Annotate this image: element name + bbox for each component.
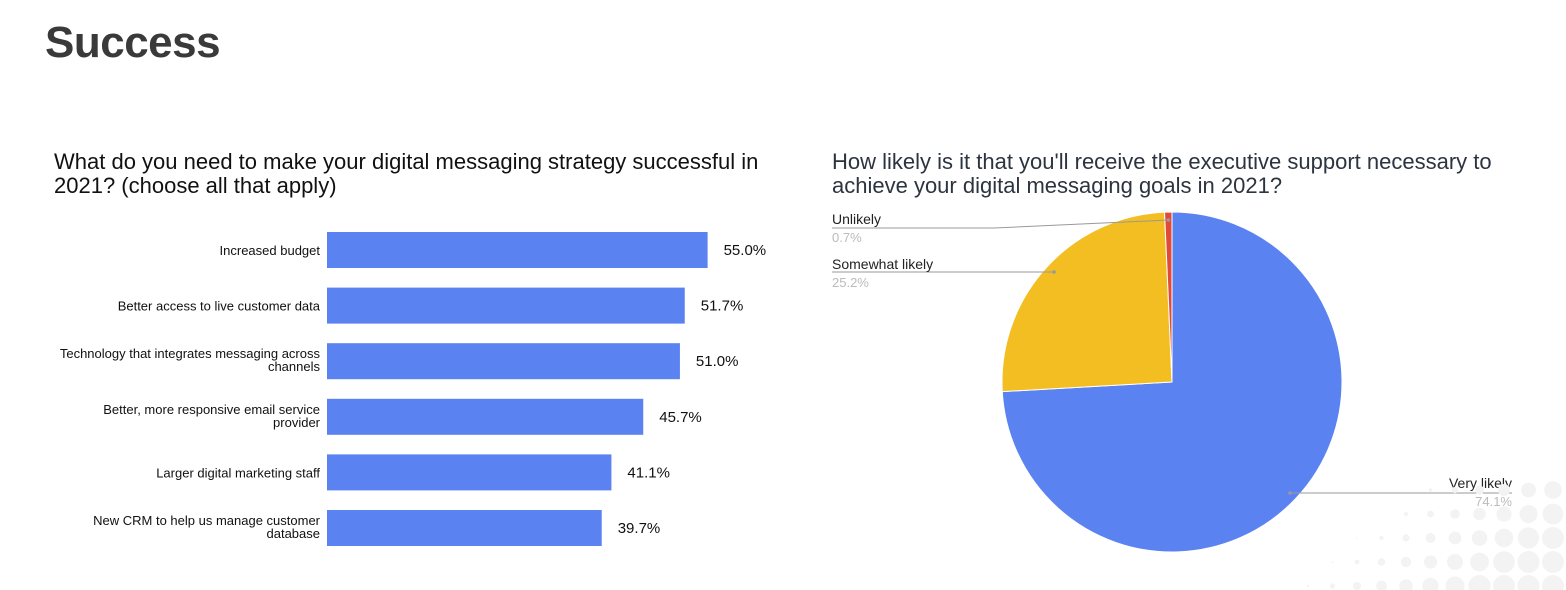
pattern-dot <box>1542 527 1564 549</box>
slice-label: Unlikely <box>832 211 881 227</box>
value-label: 41.1% <box>627 464 670 481</box>
pie-chart-title: How likely is it that you'll receive the… <box>832 149 1492 198</box>
slice-label: Very likely <box>1449 475 1512 491</box>
pattern-dot <box>1470 552 1489 572</box>
value-label: 51.0% <box>696 353 739 370</box>
pattern-dot <box>1447 554 1463 570</box>
pie-chart: Very likely 74.1% Somewhat likely 25.2% Unli… <box>832 211 1512 553</box>
bar-group: Increased budget 55.0% <box>220 232 767 268</box>
slice-value-label: 74.1% <box>1475 494 1512 509</box>
bar <box>327 454 612 491</box>
pie-slice <box>1164 211 1173 383</box>
pattern-dot <box>1517 575 1540 590</box>
value-label: 45.7% <box>659 409 702 426</box>
slice-value-label: 0.7% <box>832 230 862 245</box>
pattern-dot <box>1474 485 1485 495</box>
pattern-dot <box>1427 510 1434 518</box>
bar-group: Better access to live customer data 51.7% <box>118 287 744 324</box>
category-label: provider <box>273 415 321 430</box>
pattern-dot <box>1376 580 1387 590</box>
slice-label: Somewhat likely <box>832 256 933 272</box>
bar-group: New CRM to help us manage customerdataba… <box>93 510 660 546</box>
pie-callout: Somewhat likely 25.2% <box>832 256 1056 290</box>
pattern-dot <box>1329 583 1336 589</box>
decorative-dot-pattern <box>1306 481 1564 590</box>
pattern-dot <box>1517 551 1540 573</box>
pattern-dot <box>1542 575 1564 590</box>
bar <box>327 287 685 324</box>
bar <box>327 510 602 546</box>
pattern-dot <box>1517 527 1540 549</box>
pattern-dot <box>1445 576 1465 590</box>
pattern-dot <box>1402 534 1410 542</box>
bar <box>327 343 680 380</box>
pattern-dot <box>1331 561 1334 563</box>
category-label: Technology that integrates messaging acr… <box>60 346 321 361</box>
pattern-dot <box>1519 505 1538 523</box>
pattern-dot <box>1450 509 1460 519</box>
slice-value-label: 25.2% <box>832 275 869 290</box>
callout-dot <box>1288 491 1292 495</box>
pattern-dot <box>1448 531 1462 545</box>
bar-chart-title: What do you need to make your digital me… <box>54 149 759 198</box>
pattern-dot <box>1423 555 1438 569</box>
pattern-dot <box>1404 512 1408 516</box>
value-label: 51.7% <box>701 298 744 315</box>
pattern-dot <box>1428 488 1433 492</box>
category-label: Better, more responsive email service <box>103 402 320 417</box>
bar-group: Technology that integrates messaging acr… <box>60 343 739 380</box>
pattern-dot <box>1496 506 1512 522</box>
pattern-dot <box>1493 575 1515 590</box>
category-label: channels <box>268 359 321 374</box>
pattern-dot <box>1380 513 1383 515</box>
pattern-dot <box>1379 535 1384 541</box>
pattern-dot <box>1425 533 1436 543</box>
pie-slice <box>1001 211 1173 393</box>
bar <box>327 232 708 268</box>
pattern-dot <box>1377 558 1386 566</box>
pattern-dot <box>1468 575 1491 590</box>
pattern-dot <box>1542 503 1564 525</box>
pattern-dot <box>1422 577 1439 590</box>
pattern-dot <box>1493 551 1515 573</box>
pattern-dot <box>1542 551 1564 573</box>
pie-callout: Very likely 74.1% <box>1288 475 1512 509</box>
callout-dot <box>1052 270 1056 274</box>
category-label: New CRM to help us manage customer <box>93 513 321 528</box>
pattern-dot <box>1356 537 1358 539</box>
pattern-dot <box>1354 559 1360 565</box>
bar-chart: Increased budget 55.0% Better access to li… <box>60 232 767 546</box>
pattern-dot <box>1473 507 1486 521</box>
pattern-dot <box>1498 484 1510 496</box>
value-label: 55.0% <box>724 242 767 259</box>
value-label: 39.7% <box>618 520 661 537</box>
pattern-dot <box>1451 486 1459 494</box>
pattern-dot <box>1399 579 1413 590</box>
category-label: Better access to live customer data <box>118 299 321 314</box>
pie-callout: Unlikely 0.7% <box>832 211 1171 245</box>
category-label: database <box>267 526 321 541</box>
pattern-dot <box>1353 582 1361 590</box>
page-title: Success <box>45 18 221 67</box>
pattern-dot <box>1494 528 1514 548</box>
pattern-dot <box>1521 482 1536 498</box>
pattern-dot <box>1471 530 1488 546</box>
bar-group: Larger digital marketing staff 41.1% <box>156 454 670 491</box>
bar <box>327 398 644 435</box>
callout-dot <box>1166 218 1171 222</box>
category-label: Increased budget <box>220 243 321 258</box>
pattern-dot <box>1400 556 1412 568</box>
pattern-dot <box>1306 584 1310 588</box>
category-label: Larger digital marketing staff <box>156 465 320 480</box>
callout-line <box>832 219 1169 229</box>
pattern-dot <box>1544 481 1562 499</box>
bar-group: Better, more responsive email servicepro… <box>103 398 702 435</box>
